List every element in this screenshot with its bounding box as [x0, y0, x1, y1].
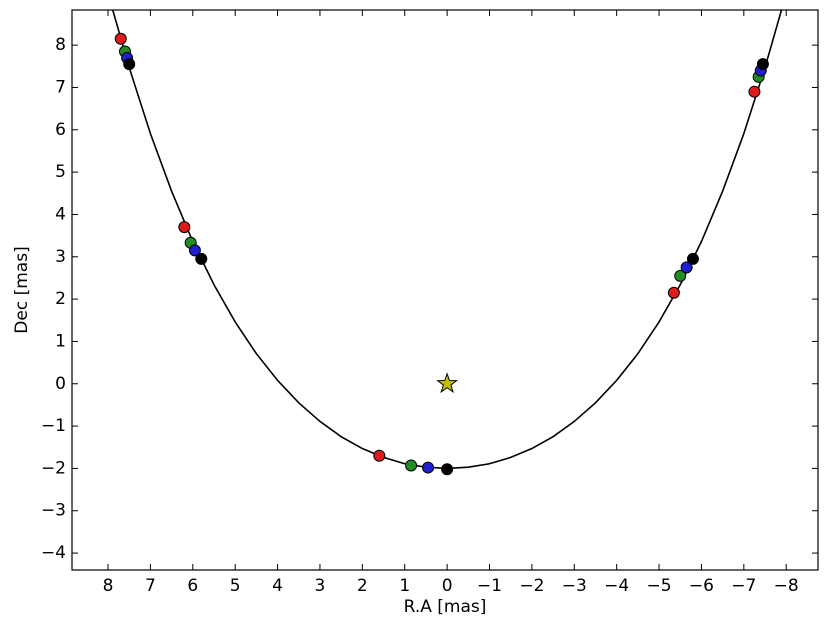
- point: [188, 244, 201, 257]
- point: [756, 58, 769, 71]
- point: [441, 463, 454, 476]
- point: [114, 32, 127, 45]
- point: [686, 252, 699, 265]
- y-tick-label: 2: [55, 289, 66, 309]
- y-tick-label: −4: [41, 543, 66, 563]
- y-tick-label: 6: [55, 120, 66, 140]
- x-axis-label: R.A [mas]: [404, 597, 487, 617]
- plot-frame: [71, 9, 819, 571]
- y-tick-label: −3: [41, 501, 66, 521]
- y-tick-label: −2: [41, 458, 66, 478]
- orbit-curve: [111, 10, 783, 470]
- x-tick-label: 7: [145, 576, 156, 596]
- x-tick-label: −2: [519, 576, 544, 596]
- point: [405, 459, 418, 472]
- x-tick-label: 5: [230, 576, 241, 596]
- plot-area: [111, 10, 783, 476]
- y-axis-label: Dec [mas]: [12, 246, 32, 333]
- x-tick-label: −7: [731, 576, 756, 596]
- x-tick-label: 3: [315, 576, 326, 596]
- point: [373, 449, 386, 462]
- y-tick-label: 1: [55, 331, 66, 351]
- star-marker: [436, 372, 459, 394]
- y-tick-label: 4: [55, 204, 66, 224]
- x-tick-label: 0: [442, 576, 453, 596]
- y-tick-label: 3: [55, 247, 66, 267]
- point: [123, 58, 136, 71]
- y-tick-label: 7: [55, 77, 66, 97]
- y-tick-label: 5: [55, 162, 66, 182]
- x-tick-label: −1: [477, 576, 502, 596]
- point: [422, 461, 435, 474]
- x-tick-label: −4: [604, 576, 629, 596]
- point: [195, 252, 208, 265]
- x-tick-label: 8: [103, 576, 114, 596]
- x-tick-label: −3: [562, 576, 587, 596]
- x-tick-label: −5: [647, 576, 672, 596]
- point: [674, 269, 687, 282]
- x-tick-label: 2: [357, 576, 368, 596]
- point: [680, 261, 693, 274]
- x-tick-label: 6: [187, 576, 198, 596]
- x-tick-label: 4: [272, 576, 283, 596]
- x-tick-label: 1: [399, 576, 410, 596]
- x-tick-label: −6: [689, 576, 714, 596]
- point: [667, 286, 680, 299]
- point: [748, 85, 761, 98]
- x-tick-label: −8: [774, 576, 799, 596]
- y-tick-label: 0: [55, 374, 66, 394]
- y-tick-label: 8: [55, 35, 66, 55]
- point: [178, 221, 191, 234]
- y-tick-label: −1: [41, 416, 66, 436]
